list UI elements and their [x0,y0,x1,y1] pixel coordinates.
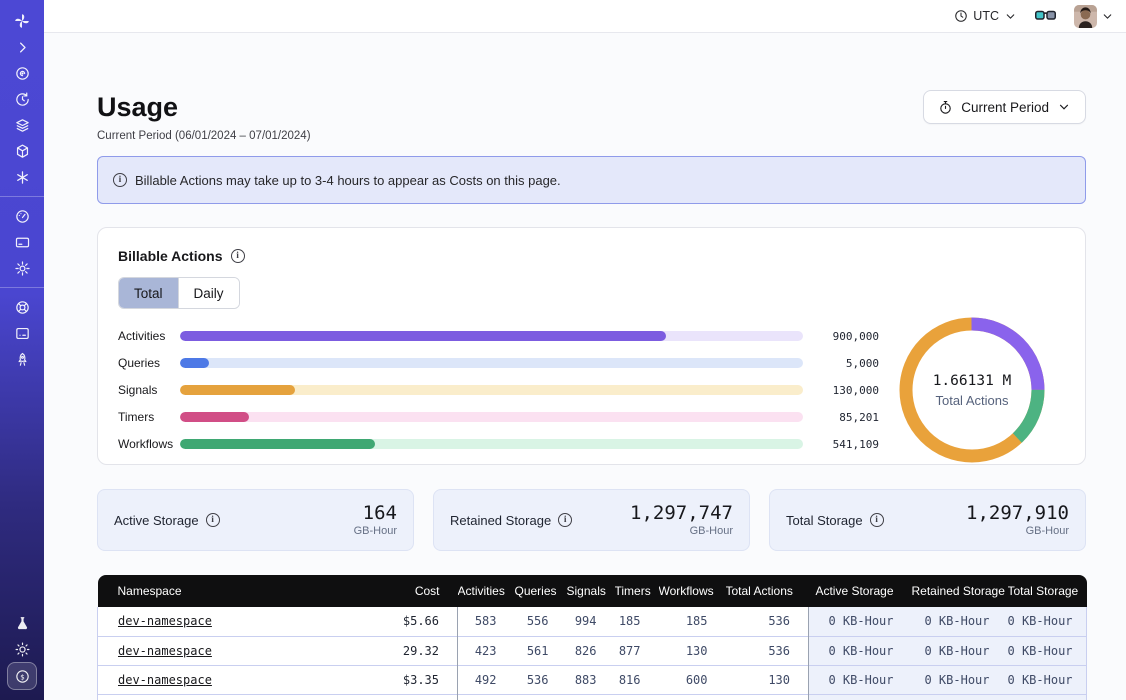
info-banner: i Billable Actions may take up to 3-4 ho… [97,156,1086,204]
bar-row-workflows: Workflows 541,109 [118,439,879,449]
bar-fill [180,331,666,341]
donut-total-label: Total Actions [933,393,1012,408]
period-dropdown-button[interactable]: Current Period [923,90,1086,124]
support-lifebuoy-icon[interactable] [8,294,36,320]
namespace-link[interactable]: dev-namespace [118,673,212,687]
bar-fill [180,412,249,422]
main-area: UTC Usage Current Period (06/01/2024 – 0… [44,0,1126,700]
namespace-link[interactable]: dev-namespace [118,644,212,658]
table-row: dev-namespace 29.32 423 561 826 877 130 … [98,636,1087,665]
bar-row-queries: Queries 5,000 [118,358,879,368]
info-icon[interactable]: i [231,249,245,263]
bar-track [180,358,803,368]
page-content: Usage Current Period (06/01/2024 – 07/01… [44,33,1126,700]
expand-chevron-right-icon[interactable] [8,34,36,60]
app-window: $ UTC Usage Current Period (06/01/202 [0,0,1126,700]
layers-icon[interactable] [8,112,36,138]
svg-text:$: $ [20,672,25,681]
billing-card-icon[interactable] [8,229,36,255]
billable-actions-title: Billable Actions [118,248,223,264]
temporal-logo-icon[interactable] [8,8,36,34]
billable-actions-bar-chart: Activities 900,000 Queries 5,000 Signals [118,326,879,466]
timezone-label: UTC [973,9,999,23]
page-title: Usage [97,90,311,124]
tab-total[interactable]: Total [119,278,178,308]
namespaces-icon[interactable] [8,60,36,86]
feedback-glasses-icon[interactable] [1035,9,1056,23]
asterisk-icon[interactable] [8,164,36,190]
pricing-dollar-coin-icon[interactable]: $ [7,662,37,690]
active-storage-card: Active Storage i 164 GB-Hour [97,489,414,551]
sidebar-divider [0,196,44,197]
chevron-down-icon [1004,10,1017,23]
avatar [1074,5,1097,28]
page-subtitle: Current Period (06/01/2024 – 07/01/2024) [97,130,311,142]
labs-flask-icon[interactable] [8,610,36,636]
cube-icon[interactable] [8,138,36,164]
clock-icon [954,9,968,23]
theme-sun-icon[interactable] [8,636,36,662]
rocket-icon[interactable] [8,346,36,372]
namespace-link[interactable]: dev-namespace [118,614,212,628]
sidebar-divider [0,287,44,288]
bar-fill [180,385,295,395]
billable-actions-card: Billable Actions i Total Daily Activitie… [97,227,1086,465]
total-actions-donut-chart: 1.66131 M Total Actions [879,314,1065,466]
bar-track [180,439,803,449]
user-menu[interactable] [1074,5,1114,28]
bar-track [180,385,803,395]
bar-fill [180,358,209,368]
donut-total-value: 1.66131 M [933,373,1012,389]
banner-text: Billable Actions may take up to 3-4 hour… [135,173,561,188]
chevron-down-icon [1057,100,1071,114]
bar-track [180,331,803,341]
schedules-icon[interactable] [8,86,36,112]
docs-terminal-icon[interactable] [8,320,36,346]
chevron-down-icon [1101,10,1114,23]
bar-fill [180,439,375,449]
bar-track [180,412,803,422]
info-icon: i [113,173,127,187]
info-icon[interactable]: i [558,513,572,527]
tab-daily[interactable]: Daily [178,278,239,308]
bar-row-activities: Activities 900,000 [118,331,879,341]
table-row: dev-namespace $3.35 492 536 883 816 600 … [98,665,1087,694]
usage-gauge-icon[interactable] [8,203,36,229]
settings-gear-icon[interactable] [8,255,36,281]
total-storage-card: Total Storage i 1,297,910 GB-Hour [769,489,1086,551]
bar-row-signals: Signals 130,000 [118,385,879,395]
table-row-partial [98,694,1087,700]
table-row: dev-namespace $5.66 583 556 994 185 185 … [98,607,1087,636]
table-header-row: Namespace Cost Activities Queries Signal… [98,575,1087,607]
info-icon[interactable]: i [870,513,884,527]
billable-actions-tabs: Total Daily [118,277,240,309]
timezone-selector[interactable]: UTC [954,9,1017,23]
topbar: UTC [44,0,1126,33]
retained-storage-card: Retained Storage i 1,297,747 GB-Hour [433,489,750,551]
info-icon[interactable]: i [206,513,220,527]
storage-summary-row: Active Storage i 164 GB-Hour Retained St… [97,489,1086,551]
stopwatch-icon [938,100,953,115]
sidebar: $ [0,0,44,700]
namespace-usage-table: Namespace Cost Activities Queries Signal… [97,575,1086,700]
bar-row-timers: Timers 85,201 [118,412,879,422]
